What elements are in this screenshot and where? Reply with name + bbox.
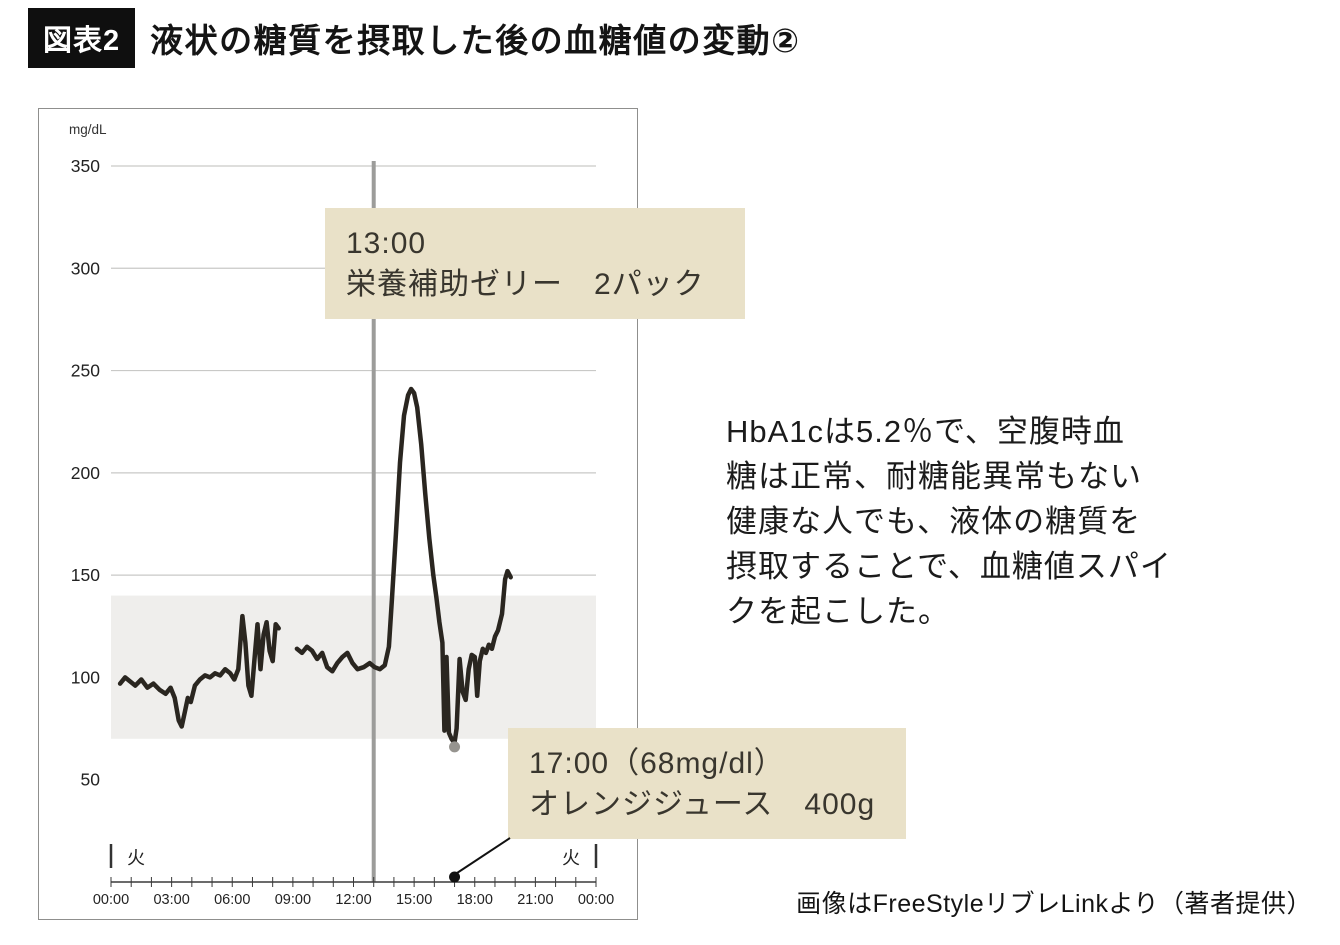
description-line: 摂取することで、血糖値スパイ xyxy=(726,549,1172,584)
annotation-juice-time: 17:00（68mg/dl） xyxy=(529,747,785,780)
figure-number-badge: 図表2 xyxy=(28,8,136,68)
svg-text:00:00: 00:00 xyxy=(578,892,614,908)
svg-text:350: 350 xyxy=(71,156,100,176)
description-line: クを起こした。 xyxy=(726,594,950,629)
figure-title: 液状の糖質を摂取した後の血糖値の変動② xyxy=(150,22,801,59)
description-line: 健康な人でも、液体の糖質を xyxy=(726,504,1142,539)
svg-text:06:00: 06:00 xyxy=(214,892,250,908)
svg-text:21:00: 21:00 xyxy=(517,892,553,908)
description-line: HbA1cは5.2％で、空腹時血 xyxy=(726,414,1125,449)
annotation-pointer-line xyxy=(453,837,511,876)
description-line: 糖は正常、耐糖能異常もない xyxy=(726,459,1142,494)
svg-text:00:00: 00:00 xyxy=(93,892,129,908)
annotation-jelly-label: 栄養補助ゼリー 2パック xyxy=(346,268,705,301)
glucose-chart-svg: 350 300 250 200 150 100 50 mg/dL 00:00 03:00 06:00… xyxy=(69,122,614,908)
svg-text:100: 100 xyxy=(71,667,100,687)
annotation-jelly-callout: 13:00 栄養補助ゼリー 2パック xyxy=(325,208,745,319)
figure-description: HbA1cは5.2％で、空腹時血 糖は正常、耐糖能異常もない 健康な人でも、液体… xyxy=(726,409,1172,634)
svg-text:18:00: 18:00 xyxy=(457,892,493,908)
svg-text:mg/dL: mg/dL xyxy=(69,122,107,137)
svg-text:15:00: 15:00 xyxy=(396,892,432,908)
svg-text:200: 200 xyxy=(71,463,100,483)
annotation-juice-callout: 17:00（68mg/dl） オレンジジュース 400g xyxy=(508,728,906,839)
svg-text:250: 250 xyxy=(71,361,100,381)
svg-text:09:00: 09:00 xyxy=(275,892,311,908)
image-credit: 画像はFreeStyleリブレLinkより（著者提供） xyxy=(796,890,1312,918)
annotation-jelly-time: 13:00 xyxy=(346,227,427,260)
svg-text:50: 50 xyxy=(81,770,101,790)
svg-text:300: 300 xyxy=(71,258,100,278)
svg-text:12:00: 12:00 xyxy=(335,892,371,908)
annotation-juice-label: オレンジジュース 400g xyxy=(529,788,876,821)
figure-header: 図表2 液状の糖質を摂取した後の血糖値の変動② xyxy=(28,8,801,68)
svg-text:火: 火 xyxy=(127,848,145,868)
svg-text:03:00: 03:00 xyxy=(153,892,189,908)
svg-text:150: 150 xyxy=(71,565,100,585)
svg-text:火: 火 xyxy=(562,848,580,868)
